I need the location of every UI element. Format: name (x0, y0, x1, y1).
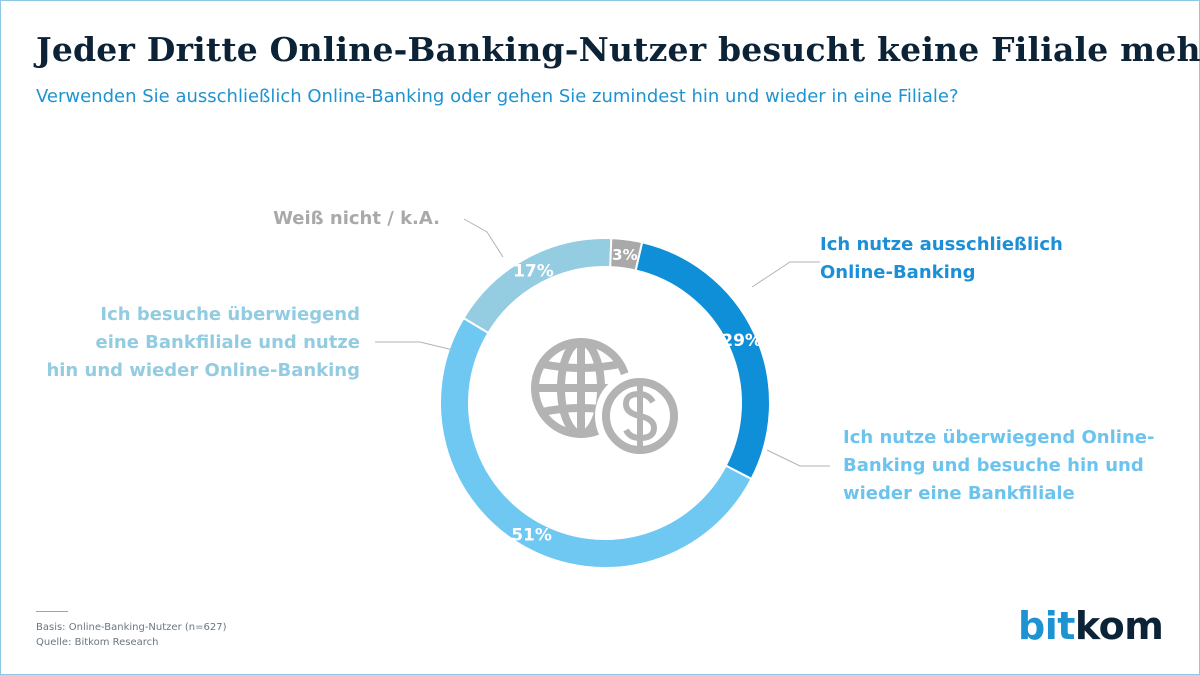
slice-dk (609, 237, 644, 272)
slice-label-mostly-online-line3: wieder eine Bankfiliale (843, 483, 1075, 504)
donut-slices (439, 237, 771, 569)
value-label-mostly_online: 51% (511, 525, 552, 545)
slice-label-dk-line1: Weiß nicht / k.A. (273, 208, 440, 229)
chart-title: Jeder Dritte Online-Banking-Nutzer besuc… (36, 30, 1200, 69)
footer-source: Quelle: Bitkom Research (36, 637, 159, 648)
leader-lines (375, 218, 830, 467)
leader-line-mostly-branch (375, 341, 454, 351)
bitkom-logo: bitkom (1018, 604, 1164, 648)
logo-part2: kom (1074, 604, 1164, 648)
value-label-dk: 3% (612, 246, 637, 264)
globe-dollar-icon (531, 338, 685, 461)
footer-divider (36, 611, 68, 612)
slice-label-mostly-online: Ich nutze überwiegend Online- Banking un… (843, 424, 1154, 508)
slice-label-mostly-branch-line3: hin und wieder Online-Banking (46, 360, 360, 381)
value-label-online: 29% (721, 331, 762, 351)
chart-subtitle: Verwenden Sie ausschließlich Online-Bank… (36, 86, 959, 107)
leader-line-mostly-online (766, 449, 830, 467)
footer-basis: Basis: Online-Banking-Nutzer (n=627) (36, 622, 227, 633)
slice-label-online-line1: Ich nutze ausschließlich (820, 234, 1063, 255)
slice-label-mostly-online-line1: Ich nutze überwiegend Online- (843, 427, 1155, 448)
slice-label-mostly-branch: Ich besuche überwiegend eine Bankfiliale… (40, 301, 360, 385)
slice-label-mostly-branch-line1: Ich besuche überwiegend (100, 304, 360, 325)
slice-mostly_online (439, 316, 753, 569)
value-labels: 29% 51% 17% 3% (511, 246, 762, 546)
slice-label-dk: Weiß nicht / k.A. (180, 205, 440, 233)
slice-label-online: Ich nutze ausschließlich Online-Banking (820, 231, 1063, 287)
slice-mostly_branch (462, 237, 613, 335)
leader-line-online (751, 261, 820, 288)
leader-line-dk (463, 218, 504, 258)
logo-part1: bit (1018, 604, 1075, 648)
value-label-mostly_branch: 17% (513, 262, 554, 282)
slice-label-mostly-branch-line2: eine Bankfiliale und nutze (95, 332, 361, 353)
slice-label-mostly-online-line2: Banking und besuche hin und (843, 455, 1144, 476)
slice-label-online-line2: Online-Banking (820, 262, 976, 283)
